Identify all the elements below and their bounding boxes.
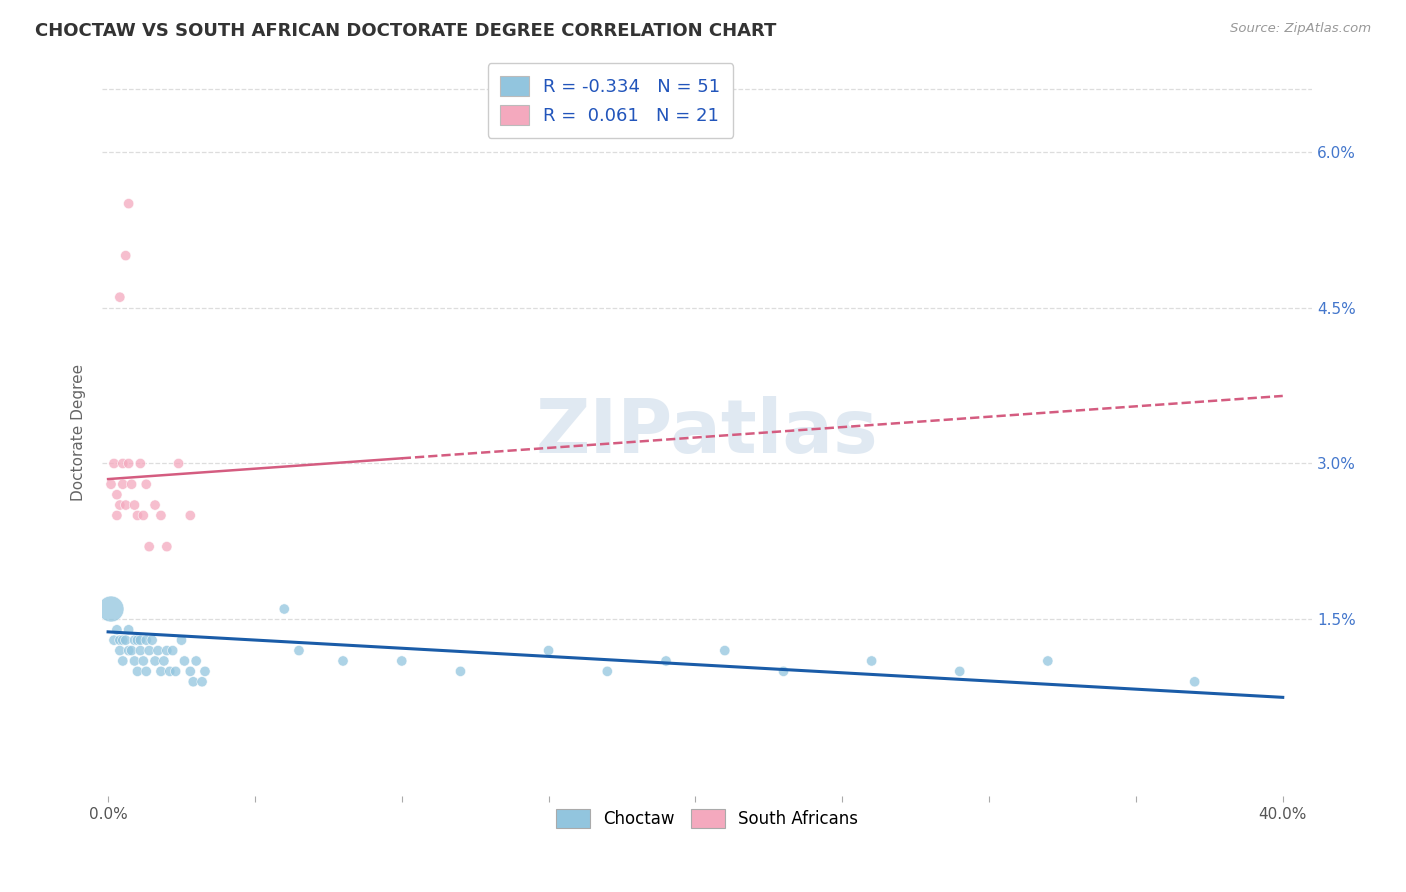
Point xyxy=(111,633,134,648)
Point xyxy=(124,654,146,668)
Point xyxy=(135,665,157,679)
Point xyxy=(772,665,794,679)
Point xyxy=(655,654,678,668)
Point xyxy=(159,665,181,679)
Point xyxy=(191,674,214,689)
Point xyxy=(1184,674,1206,689)
Point xyxy=(391,654,413,668)
Point xyxy=(117,196,139,211)
Point xyxy=(860,654,883,668)
Point xyxy=(124,498,146,512)
Point xyxy=(108,498,131,512)
Point xyxy=(135,477,157,491)
Point xyxy=(100,477,122,491)
Point xyxy=(156,643,179,657)
Point xyxy=(121,477,143,491)
Point xyxy=(111,477,134,491)
Point xyxy=(127,508,149,523)
Point xyxy=(105,488,128,502)
Point xyxy=(129,633,152,648)
Point xyxy=(143,498,166,512)
Point xyxy=(165,665,187,679)
Point xyxy=(132,654,155,668)
Legend: Choctaw, South Africans: Choctaw, South Africans xyxy=(550,803,865,835)
Point xyxy=(127,665,149,679)
Point xyxy=(100,602,122,616)
Point xyxy=(179,665,201,679)
Point xyxy=(121,643,143,657)
Point xyxy=(111,654,134,668)
Point xyxy=(132,508,155,523)
Point xyxy=(713,643,735,657)
Point xyxy=(186,654,208,668)
Point xyxy=(108,290,131,304)
Point xyxy=(273,602,295,616)
Point xyxy=(153,654,176,668)
Point xyxy=(108,633,131,648)
Point xyxy=(179,508,201,523)
Point xyxy=(103,633,125,648)
Point xyxy=(111,457,134,471)
Point xyxy=(124,633,146,648)
Point xyxy=(129,457,152,471)
Point xyxy=(103,457,125,471)
Point xyxy=(149,508,172,523)
Point xyxy=(138,643,160,657)
Point xyxy=(332,654,354,668)
Point xyxy=(117,643,139,657)
Point xyxy=(146,643,169,657)
Point xyxy=(114,498,136,512)
Point xyxy=(141,633,163,648)
Text: Source: ZipAtlas.com: Source: ZipAtlas.com xyxy=(1230,22,1371,36)
Point xyxy=(949,665,972,679)
Point xyxy=(129,643,152,657)
Point xyxy=(143,654,166,668)
Point xyxy=(596,665,619,679)
Point xyxy=(288,643,311,657)
Point xyxy=(537,643,560,657)
Point xyxy=(138,540,160,554)
Point xyxy=(117,457,139,471)
Point xyxy=(127,633,149,648)
Point xyxy=(170,633,193,648)
Point xyxy=(114,249,136,263)
Point xyxy=(114,633,136,648)
Point xyxy=(450,665,472,679)
Point xyxy=(173,654,195,668)
Point xyxy=(117,623,139,637)
Text: CHOCTAW VS SOUTH AFRICAN DOCTORATE DEGREE CORRELATION CHART: CHOCTAW VS SOUTH AFRICAN DOCTORATE DEGRE… xyxy=(35,22,776,40)
Point xyxy=(105,623,128,637)
Point xyxy=(149,665,172,679)
Point xyxy=(167,457,190,471)
Point xyxy=(156,540,179,554)
Y-axis label: Doctorate Degree: Doctorate Degree xyxy=(72,364,86,501)
Point xyxy=(194,665,217,679)
Point xyxy=(162,643,184,657)
Point xyxy=(181,674,204,689)
Point xyxy=(135,633,157,648)
Point xyxy=(105,508,128,523)
Point xyxy=(108,643,131,657)
Text: ZIPatlas: ZIPatlas xyxy=(536,396,879,469)
Point xyxy=(1036,654,1059,668)
